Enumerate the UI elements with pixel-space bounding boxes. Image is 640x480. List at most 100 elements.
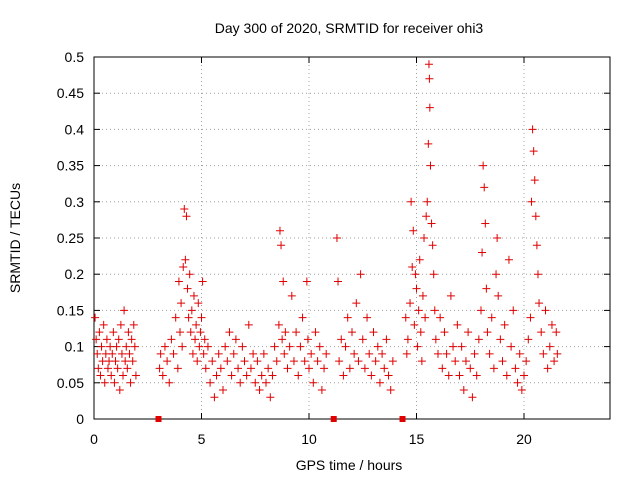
data-point — [421, 313, 430, 322]
gap-marker — [155, 416, 162, 422]
data-point — [474, 335, 483, 344]
data-point — [192, 320, 201, 329]
data-point — [375, 378, 384, 387]
data-point — [114, 335, 123, 344]
data-point — [431, 335, 440, 344]
data-point — [449, 342, 458, 351]
data-point — [528, 125, 537, 134]
data-point — [259, 349, 268, 358]
data-point — [255, 386, 264, 395]
data-point — [196, 328, 205, 337]
data-point — [515, 349, 524, 358]
data-point — [96, 371, 105, 380]
data-point — [517, 386, 526, 395]
data-point — [167, 335, 176, 344]
data-point — [264, 364, 273, 373]
data-point — [388, 357, 397, 366]
data-point — [100, 378, 109, 387]
data-point — [401, 313, 410, 322]
data-point — [274, 320, 283, 329]
data-point — [117, 349, 126, 358]
data-point — [365, 349, 374, 358]
data-point — [234, 364, 243, 373]
data-point — [275, 226, 284, 235]
data-point — [425, 103, 434, 112]
data-point — [453, 320, 462, 329]
data-point — [472, 371, 481, 380]
data-point — [539, 349, 548, 358]
data-point — [198, 277, 207, 286]
data-point — [123, 364, 132, 373]
data-point — [428, 241, 437, 250]
data-point — [94, 364, 103, 373]
data-point — [99, 320, 108, 329]
data-point — [358, 335, 367, 344]
data-point — [470, 349, 479, 358]
data-point — [424, 60, 433, 69]
data-point — [485, 349, 494, 358]
data-point — [482, 284, 491, 293]
data-point — [173, 364, 182, 373]
data-point — [266, 393, 275, 402]
data-point — [223, 357, 232, 366]
data-point — [131, 371, 140, 380]
data-point — [444, 371, 453, 380]
data-point — [446, 291, 455, 300]
data-point — [406, 299, 415, 308]
data-point — [313, 357, 322, 366]
data-point — [189, 291, 198, 300]
data-point — [169, 349, 178, 358]
data-point — [214, 349, 223, 358]
x-tick-label: 0 — [90, 431, 98, 447]
data-point — [442, 349, 451, 358]
data-point — [363, 313, 372, 322]
data-point — [500, 320, 509, 329]
data-point — [367, 371, 376, 380]
data-point — [227, 371, 236, 380]
data-point — [492, 270, 501, 279]
data-point — [253, 357, 262, 366]
data-point — [430, 306, 439, 315]
data-point — [249, 349, 258, 358]
data-point — [413, 342, 422, 351]
x-tick-label: 20 — [516, 431, 532, 447]
data-point — [426, 161, 435, 170]
data-point — [529, 147, 538, 156]
data-point — [119, 371, 128, 380]
data-point — [178, 342, 187, 351]
x-axis-label: GPS time / hours — [296, 457, 403, 473]
data-point — [417, 357, 426, 366]
data-point — [382, 335, 391, 344]
data-point — [416, 328, 425, 337]
data-point — [415, 255, 424, 264]
data-point — [479, 161, 488, 170]
data-point — [466, 364, 475, 373]
data-point — [451, 357, 460, 366]
data-point — [91, 313, 100, 322]
data-point — [251, 378, 260, 387]
data-point — [403, 335, 412, 344]
data-point — [219, 386, 227, 395]
y-tick-label: 0 — [76, 411, 84, 427]
data-point — [339, 371, 348, 380]
data-point — [478, 248, 487, 257]
data-point — [113, 364, 122, 373]
data-point — [156, 349, 165, 358]
data-point — [520, 371, 528, 380]
data-point — [126, 378, 135, 387]
data-point — [108, 349, 117, 358]
data-point — [181, 255, 190, 264]
data-point — [116, 320, 125, 329]
data-point — [188, 349, 197, 358]
y-tick-label: 0.5 — [65, 49, 85, 65]
data-point — [268, 371, 277, 380]
data-point — [489, 364, 498, 373]
data-point — [309, 378, 318, 387]
data-point — [160, 342, 169, 351]
data-point — [350, 349, 359, 358]
gap-marker — [399, 416, 406, 422]
data-point — [289, 357, 298, 366]
data-point — [320, 364, 329, 373]
data-point — [360, 364, 369, 373]
gap-marker — [330, 416, 337, 422]
